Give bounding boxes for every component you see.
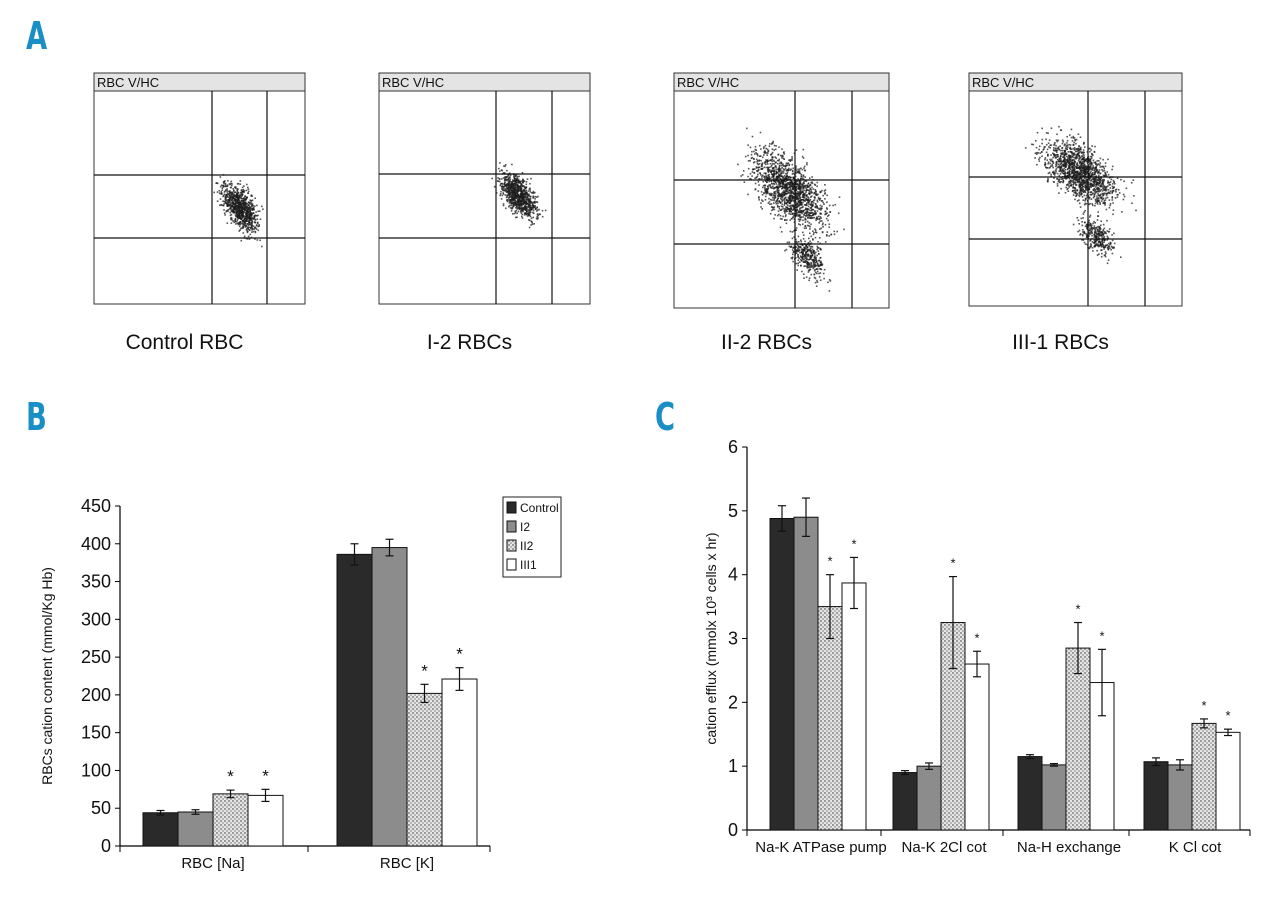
legend-swatch-i2 xyxy=(506,520,517,533)
flow-plot: RBC V/HC I-2 RBCs xyxy=(378,72,591,354)
flow-plot-header xyxy=(378,72,591,92)
significance-marker: * xyxy=(262,766,269,785)
flow-plot: RBC V/HC III-1 RBCs xyxy=(968,72,1183,354)
y-tick-label: 250 xyxy=(81,647,111,667)
y-tick-label: 100 xyxy=(81,760,111,780)
bar-control xyxy=(336,553,373,847)
flow-plot-header-label: RBC V/HC xyxy=(382,75,444,90)
bar-ii2 xyxy=(212,793,249,847)
flow-plot-header xyxy=(93,72,306,92)
flow-plot-caption: II-2 RBCs xyxy=(721,331,812,354)
flow-plot-frame xyxy=(673,72,890,309)
bar-control xyxy=(769,517,795,831)
legend: Control I2 II2 III1 xyxy=(502,496,562,578)
bar-ii2 xyxy=(406,692,443,847)
flow-plot-caption: I-2 RBCs xyxy=(427,331,512,354)
bar-control xyxy=(1017,756,1043,831)
bar-i2 xyxy=(1167,764,1193,831)
significance-marker: * xyxy=(421,661,428,680)
x-category-label: Na-K ATPase pump xyxy=(755,839,886,856)
bar-iii1 xyxy=(964,663,990,831)
legend-label: Control xyxy=(520,501,559,515)
bar-control xyxy=(892,772,918,831)
significance-marker: * xyxy=(851,536,856,551)
y-tick-label: 4 xyxy=(728,565,738,585)
y-tick-label: 200 xyxy=(81,685,111,705)
flow-plot-frame xyxy=(378,72,591,305)
bar-ii2 xyxy=(1191,722,1217,831)
bar-i2 xyxy=(177,811,214,847)
y-tick-label: 1 xyxy=(728,756,738,776)
flow-plot: RBC V/HC II-2 RBCs xyxy=(673,72,890,354)
y-tick-label: 50 xyxy=(91,798,111,818)
y-tick-label: 0 xyxy=(101,836,111,856)
bar-i2 xyxy=(916,765,942,831)
flow-plot-caption: III-1 RBCs xyxy=(1012,331,1109,354)
legend-swatch-iii1 xyxy=(506,558,517,571)
y-axis-label: RBCs cation content (mmol/Kg Hb) xyxy=(39,567,55,785)
bar-iii1 xyxy=(1215,731,1241,831)
y-tick-label: 400 xyxy=(81,534,111,554)
bar-iii1 xyxy=(441,678,478,847)
significance-marker: * xyxy=(950,556,955,571)
significance-marker: * xyxy=(1225,708,1230,723)
x-category-label: RBC [K] xyxy=(380,855,434,872)
y-tick-label: 5 xyxy=(728,501,738,521)
significance-marker: * xyxy=(227,767,234,786)
x-category-label: Na-K 2Cl cot xyxy=(901,839,987,856)
significance-marker: * xyxy=(456,645,463,664)
x-category-label: Na-H exchange xyxy=(1017,839,1121,856)
legend-swatch-ii2 xyxy=(506,539,517,552)
flow-plot-header xyxy=(968,72,1183,92)
significance-marker: * xyxy=(827,554,832,569)
y-tick-label: 6 xyxy=(728,437,738,457)
panel-label-c: C xyxy=(655,395,676,439)
bar-iii1 xyxy=(247,794,284,847)
significance-marker: * xyxy=(974,630,979,645)
flow-plot-frame xyxy=(93,72,306,305)
legend-swatch-control xyxy=(506,501,517,514)
legend-label: III1 xyxy=(520,558,537,572)
y-tick-label: 450 xyxy=(81,496,111,516)
scatter-cloud xyxy=(213,174,264,248)
flow-plot-caption: Control RBC xyxy=(126,331,244,354)
scatter-cloud xyxy=(737,127,845,292)
bar-i2 xyxy=(793,516,819,831)
flow-plot-header-label: RBC V/HC xyxy=(972,75,1034,90)
scatter-cloud xyxy=(491,162,547,229)
bar-ii2 xyxy=(1065,647,1091,831)
y-tick-label: 300 xyxy=(81,609,111,629)
legend-label: I2 xyxy=(520,520,530,534)
flow-plot-header-label: RBC V/HC xyxy=(97,75,159,90)
y-tick-label: 350 xyxy=(81,572,111,592)
significance-marker: * xyxy=(1099,628,1104,643)
bar-control xyxy=(142,812,179,847)
legend-label: II2 xyxy=(520,539,534,553)
y-axis-label: cation efflux (mmolx 10³ cells x hr) xyxy=(703,532,719,744)
panel-c-bar-chart: 0 1 2 3 4 5 6 cation efflux (mmolx 10³ cells x … xyxy=(703,437,1251,856)
bar-ii2 xyxy=(817,606,843,831)
y-tick-label: 2 xyxy=(728,692,738,712)
bar-i2 xyxy=(1041,764,1067,831)
y-tick-label: 3 xyxy=(728,629,738,649)
y-tick-label: 0 xyxy=(728,820,738,840)
panel-b-bar-chart: 0 50 100 150 200 250 300 350 400 450 RBCs cation c… xyxy=(39,496,562,872)
flow-plot-header-label: RBC V/HC xyxy=(677,75,739,90)
flow-plot-header xyxy=(673,72,890,92)
significance-marker: * xyxy=(1201,698,1206,713)
bar-iii1 xyxy=(841,582,867,831)
significance-marker: * xyxy=(1075,602,1080,617)
y-tick-label: 150 xyxy=(81,723,111,743)
x-category-label: RBC [Na] xyxy=(181,855,244,872)
bar-i2 xyxy=(371,547,408,847)
flow-plot: RBC V/HC Control RBC xyxy=(93,72,306,354)
bar-control xyxy=(1143,761,1169,831)
panel-label-a: A xyxy=(26,14,48,58)
x-category-label: K Cl cot xyxy=(1169,839,1222,856)
panel-label-b: B xyxy=(26,395,47,439)
